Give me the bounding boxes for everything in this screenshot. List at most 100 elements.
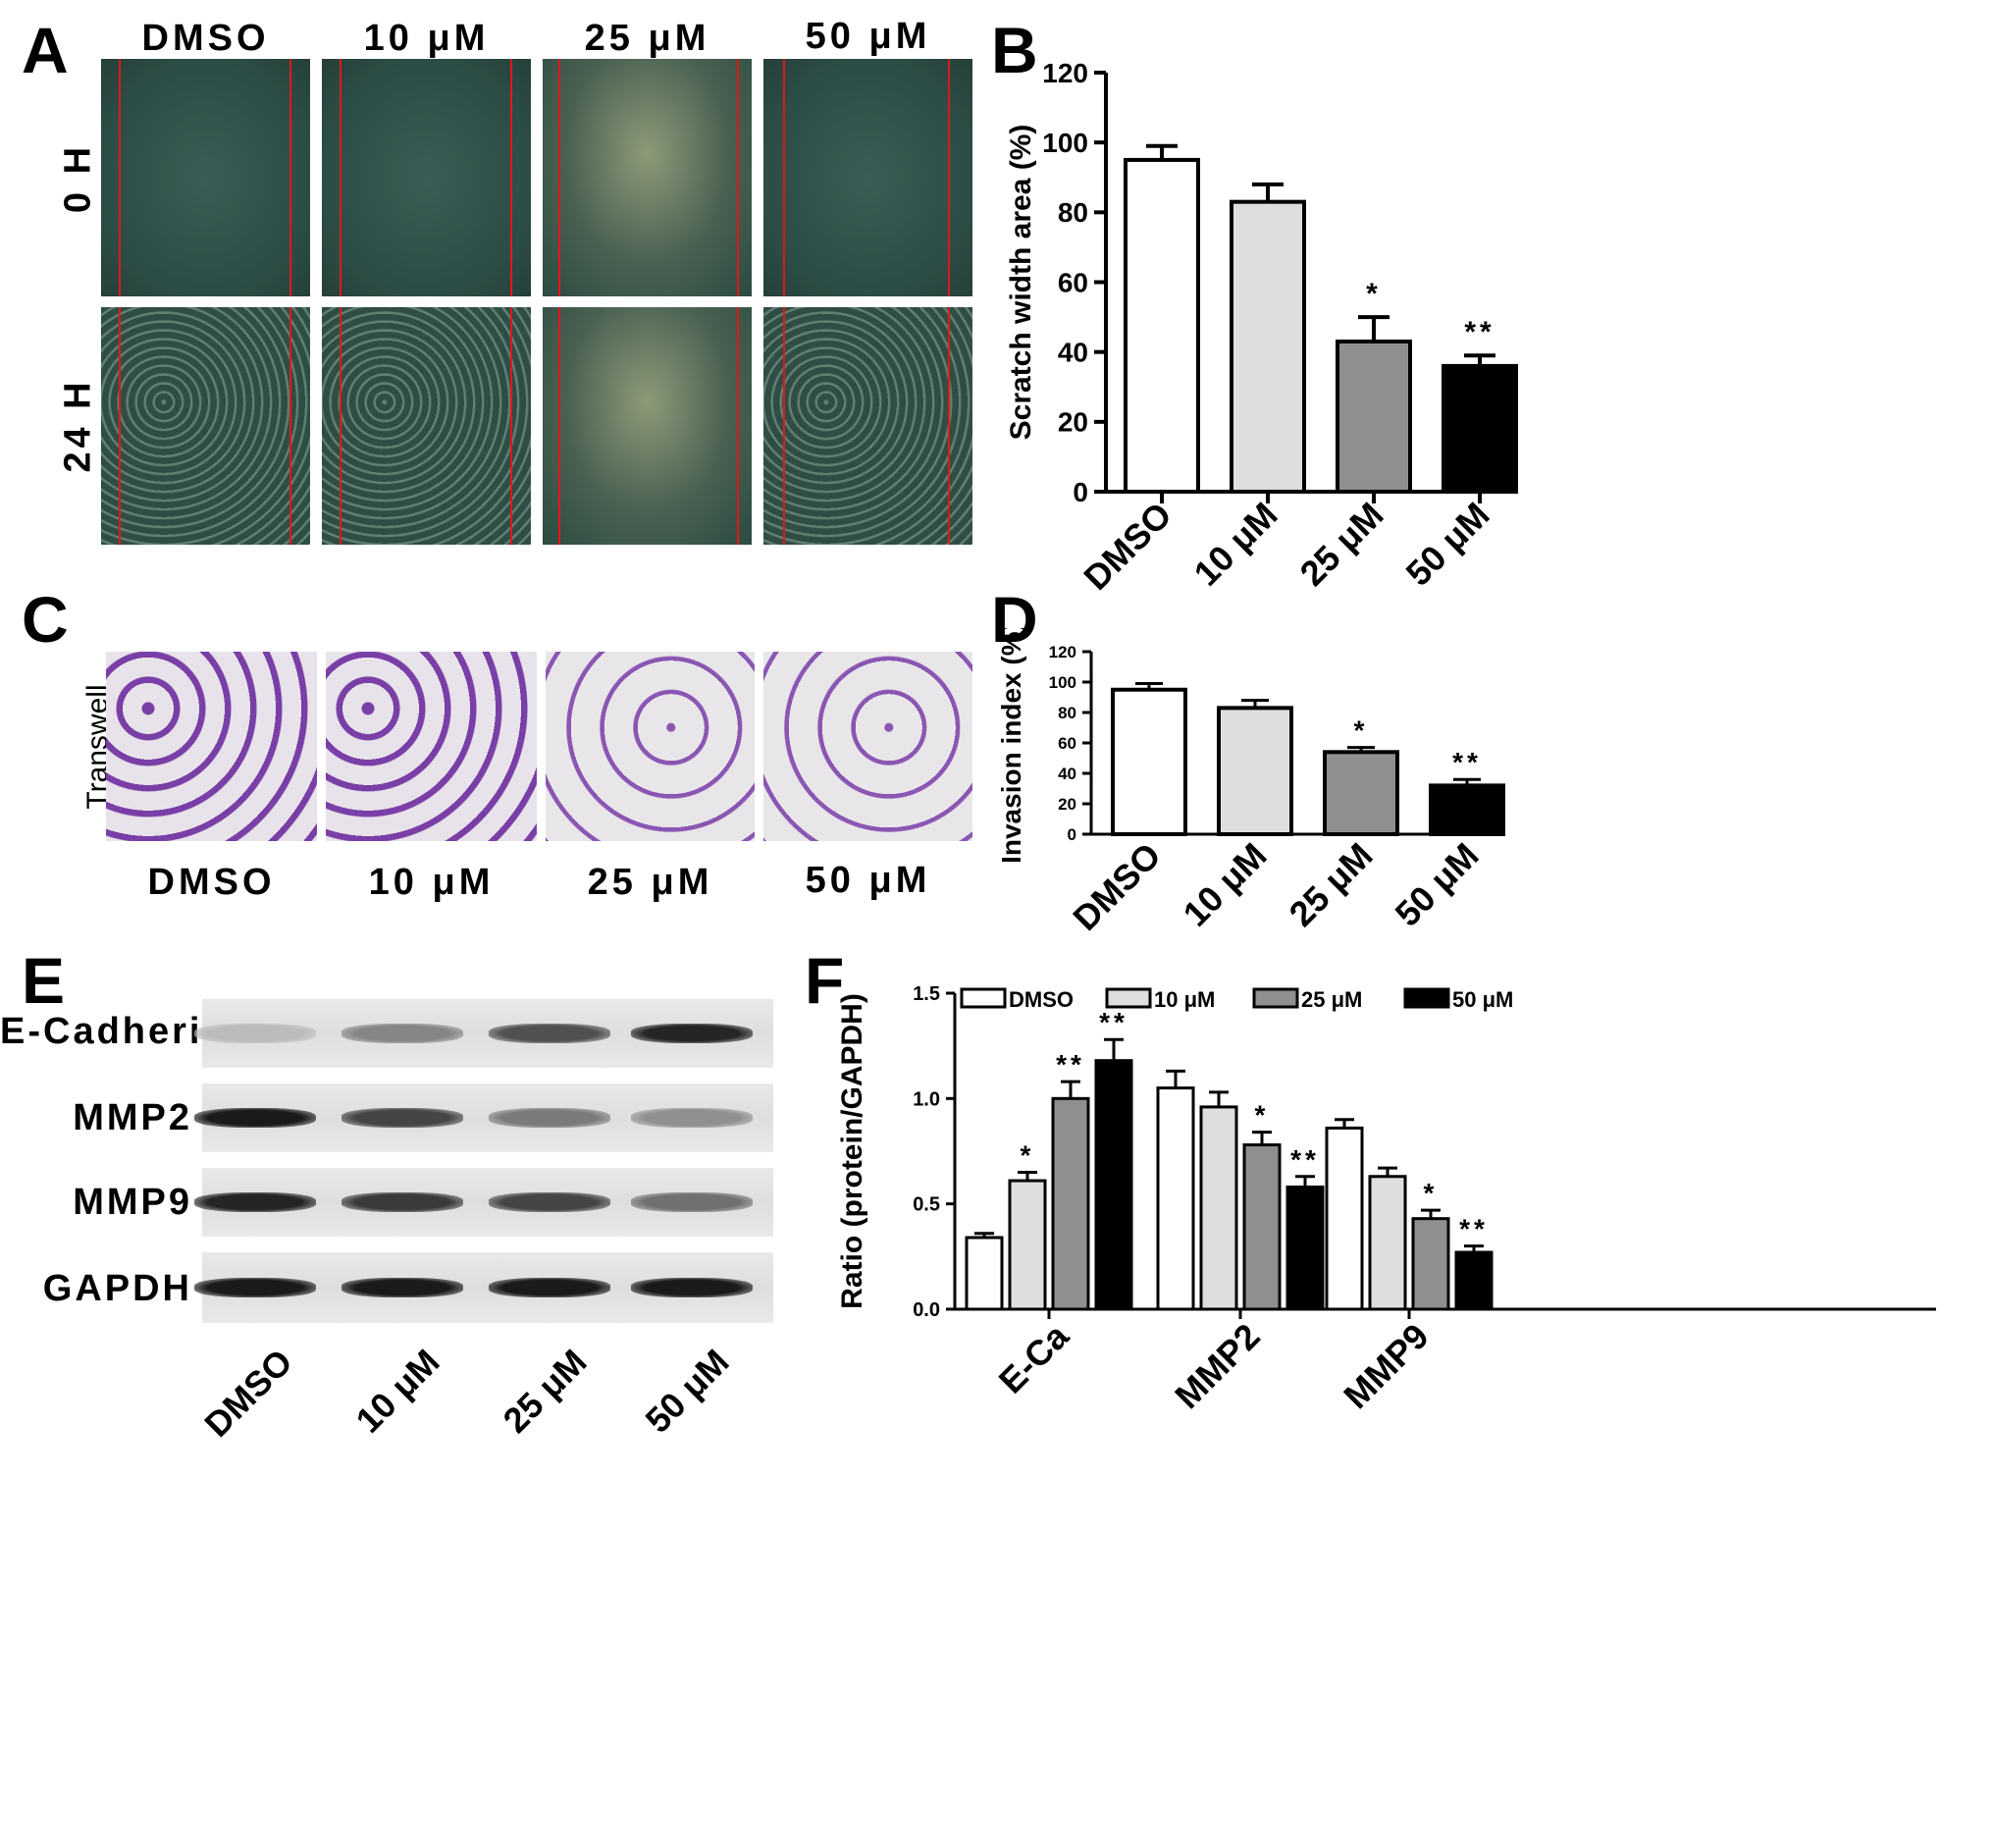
col-label-25um: 25 μM xyxy=(584,18,710,59)
bar-3 xyxy=(1442,363,1518,494)
y-tick-label: 1.0 xyxy=(913,1088,940,1110)
bar-0-2 xyxy=(1051,1096,1090,1311)
bar-2-2 xyxy=(1411,1217,1450,1311)
transwell-label-50um: 50 μM xyxy=(805,860,931,901)
panel-label-b: B xyxy=(991,14,1038,86)
significance-mark: * xyxy=(1255,1100,1270,1131)
lane-label: 50 μM xyxy=(637,1342,736,1441)
bar-3 xyxy=(1429,783,1505,836)
bar-0 xyxy=(1124,157,1200,494)
significance-mark: ** xyxy=(1459,1214,1489,1244)
panel-label-a: A xyxy=(22,14,69,86)
row-label-0h: 0 H xyxy=(57,142,99,214)
y-tick-label: 20 xyxy=(1058,795,1076,814)
wb-label-mmp9: MMP9 xyxy=(73,1182,192,1223)
bar-2-0 xyxy=(1325,1126,1364,1311)
y-axis-label: Ratio (protein/GAPDH) xyxy=(836,993,868,1309)
significance-mark: ** xyxy=(1464,316,1495,348)
wb-label-ecadherin: E-Cadherin xyxy=(0,1011,229,1052)
band xyxy=(489,1192,610,1212)
legend-label: 25 μM xyxy=(1301,987,1362,1012)
y-tick-label: 0 xyxy=(1073,477,1088,507)
wb-lane-labels: DMSO 10 μM 25 μM 50 μM xyxy=(196,1342,736,1445)
x-tick-label: E-Ca xyxy=(991,1315,1077,1401)
bar-1-0 xyxy=(1156,1086,1195,1311)
scratch-image-50um-24h xyxy=(763,307,972,545)
x-tick-label: 50 μM xyxy=(1387,835,1486,934)
y-tick-label: 0.5 xyxy=(913,1194,940,1216)
chart-d-invasion-index: 0 20 40 60 80 100 120 Invasion index (%) DMSO 10 … xyxy=(996,628,1505,938)
y-tick-label: 100 xyxy=(1042,128,1088,158)
band xyxy=(341,1108,463,1128)
y-tick-label: 120 xyxy=(1042,58,1088,88)
significance-mark: * xyxy=(1354,715,1369,746)
y-tick-label: 80 xyxy=(1058,704,1076,722)
y-tick-label: 0 xyxy=(1068,825,1076,844)
bar-2-1 xyxy=(1368,1175,1407,1311)
significance-mark: * xyxy=(1424,1178,1439,1208)
col-label-50um: 50 μM xyxy=(805,16,931,57)
y-axis-label: Invasion index (%) xyxy=(996,628,1026,864)
band xyxy=(341,1024,463,1043)
scratch-image-50um-0h xyxy=(763,59,972,296)
significance-mark: ** xyxy=(1056,1049,1085,1080)
x-tick-label: 50 μM xyxy=(1397,495,1496,594)
y-tick-label: 40 xyxy=(1058,765,1076,783)
band xyxy=(631,1024,753,1043)
legend-swatch xyxy=(1252,987,1299,1009)
legend-swatch xyxy=(1105,987,1152,1009)
bar-0-3 xyxy=(1094,1059,1133,1311)
bar-1-3 xyxy=(1285,1185,1325,1311)
band xyxy=(489,1024,610,1043)
panel-label-e: E xyxy=(22,944,66,1017)
y-tick-label: 40 xyxy=(1058,337,1088,367)
scratch-image-dmso-24h xyxy=(101,307,310,545)
y-tick-label: 20 xyxy=(1058,407,1088,438)
bar-1 xyxy=(1217,706,1293,836)
y-tick-label: 120 xyxy=(1049,643,1076,661)
bar-2-3 xyxy=(1454,1250,1494,1311)
band xyxy=(194,1108,316,1128)
transwell-image-25um xyxy=(546,652,755,841)
lane-label: DMSO xyxy=(196,1342,299,1445)
lane-label: 10 μM xyxy=(347,1342,446,1441)
y-axis-label: Scratch width area (%) xyxy=(1005,125,1037,441)
col-label-dmso: DMSO xyxy=(141,18,270,59)
x-tick-label: 25 μM xyxy=(1281,835,1380,934)
significance-mark: ** xyxy=(1452,747,1482,777)
band xyxy=(194,1024,316,1043)
y-tick-label: 0.0 xyxy=(913,1299,940,1321)
band xyxy=(341,1192,463,1212)
panel-label-d: D xyxy=(991,583,1038,656)
transwell-label-dmso: DMSO xyxy=(147,862,276,903)
bar-0 xyxy=(1111,687,1187,836)
scratch-image-25um-24h xyxy=(543,307,752,545)
y-tick-label: 80 xyxy=(1058,197,1088,228)
x-tick-label: MMP2 xyxy=(1167,1316,1268,1417)
band xyxy=(631,1192,753,1212)
band xyxy=(489,1108,610,1128)
transwell-label-10um: 10 μM xyxy=(368,862,495,903)
band xyxy=(631,1108,753,1128)
x-tick-label: MMP9 xyxy=(1336,1316,1437,1417)
panel-label-c: C xyxy=(22,583,69,656)
band xyxy=(194,1278,316,1297)
wb-label-mmp2: MMP2 xyxy=(73,1097,192,1138)
row-label-24h: 24 H xyxy=(57,378,99,473)
transwell-label-25um: 25 μM xyxy=(587,862,713,903)
x-tick-label: 10 μM xyxy=(1175,835,1274,934)
y-tick-label: 1.5 xyxy=(913,983,940,1005)
legend-label: 10 μM xyxy=(1154,987,1215,1012)
bar-1-1 xyxy=(1199,1105,1238,1311)
bar-2 xyxy=(1336,339,1412,494)
bar-0-0 xyxy=(965,1236,1004,1311)
col-label-10um: 10 μM xyxy=(363,18,490,59)
band xyxy=(489,1278,610,1297)
band xyxy=(631,1278,753,1297)
lane-label: 25 μM xyxy=(495,1342,594,1441)
bar-1-2 xyxy=(1242,1143,1282,1311)
scratch-image-dmso-0h xyxy=(101,59,310,296)
band xyxy=(194,1192,316,1212)
